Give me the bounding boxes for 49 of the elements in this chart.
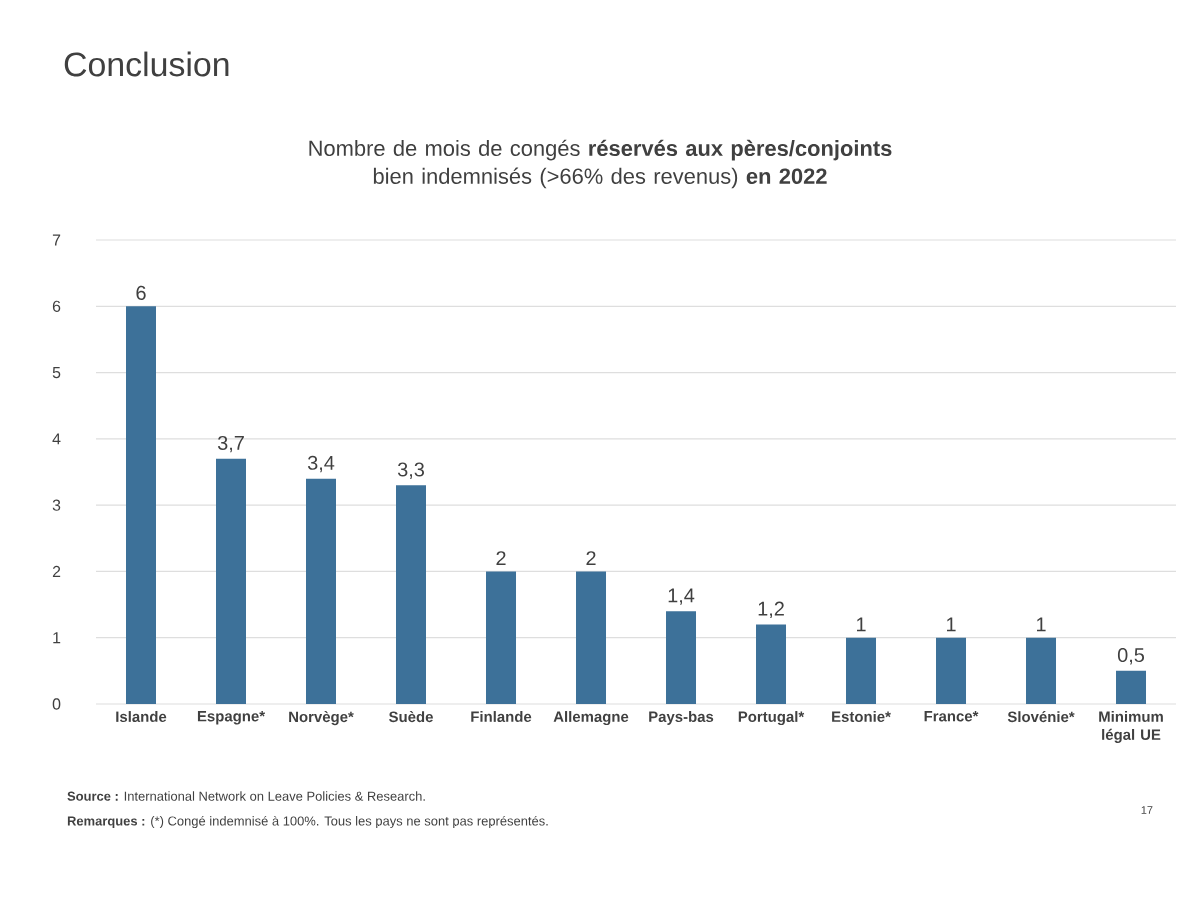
y-tick-label: 0 <box>52 698 61 710</box>
bar <box>396 485 426 704</box>
text: Remarques : (*) Congé indemnisé à 100%. Tous les pays ne sont pas représentés. <box>67 815 548 829</box>
data-label: 3,7 <box>217 435 244 453</box>
chart-subtitle: Nombre de mois de congés réservés aux pères/conjoints bien indemnisés (>66% des revenus) en 2022 <box>309 139 892 189</box>
text: 17 <box>1141 806 1153 814</box>
y-tick-label: 4 <box>52 433 61 445</box>
bar <box>216 458 246 704</box>
data-label: 1 <box>947 617 956 632</box>
data-label: 3,4 <box>307 455 335 473</box>
data-label: 6 <box>136 285 146 300</box>
x-tick-label: Norvège* <box>289 711 354 726</box>
data-label: 1 <box>857 617 866 632</box>
data-label: 1 <box>1037 617 1046 632</box>
x-tick-label: Portugal* <box>738 711 805 726</box>
data-label: 2 <box>586 551 596 566</box>
y-tick-label: 5 <box>52 367 61 379</box>
x-tick-label: Minimum légal UE <box>1099 711 1163 743</box>
y-tick-label: 6 <box>52 300 61 312</box>
x-tick-label: Pays-bas <box>649 711 714 725</box>
text: Source : International Network on Leave Policies & Research. <box>67 791 425 801</box>
bar <box>1116 670 1147 704</box>
x-tick-label: Espagne* <box>197 711 266 725</box>
data-label: 2 <box>496 551 506 566</box>
bar <box>306 478 336 704</box>
bar <box>576 571 607 704</box>
y-tick-label: 7 <box>52 234 61 246</box>
x-tick-label: Allemagne <box>553 711 629 726</box>
bar <box>1026 637 1057 704</box>
data-label: 1,2 <box>758 601 784 619</box>
x-tick-label: Islande <box>116 711 167 723</box>
y-tick-label: 3 <box>52 499 61 511</box>
bar <box>126 306 156 704</box>
x-tick-label: Suède <box>389 711 433 723</box>
bar <box>846 637 877 704</box>
x-tick-label: Estonie* <box>832 711 891 723</box>
bar <box>666 611 697 704</box>
y-tick-label: 2 <box>52 565 61 577</box>
x-tick-label: France* <box>924 711 979 722</box>
bar <box>756 624 787 704</box>
y-tick-label: 1 <box>53 632 61 644</box>
data-label: 3,3 <box>397 462 424 479</box>
bar <box>486 571 517 704</box>
x-tick-label: Slovénie* <box>1007 711 1075 723</box>
chart-title: Conclusion <box>64 51 229 77</box>
bar <box>936 637 967 704</box>
x-tick-label: Finlande <box>471 711 532 723</box>
data-label: 0,5 <box>1117 648 1145 665</box>
data-label: 1,4 <box>668 588 695 605</box>
